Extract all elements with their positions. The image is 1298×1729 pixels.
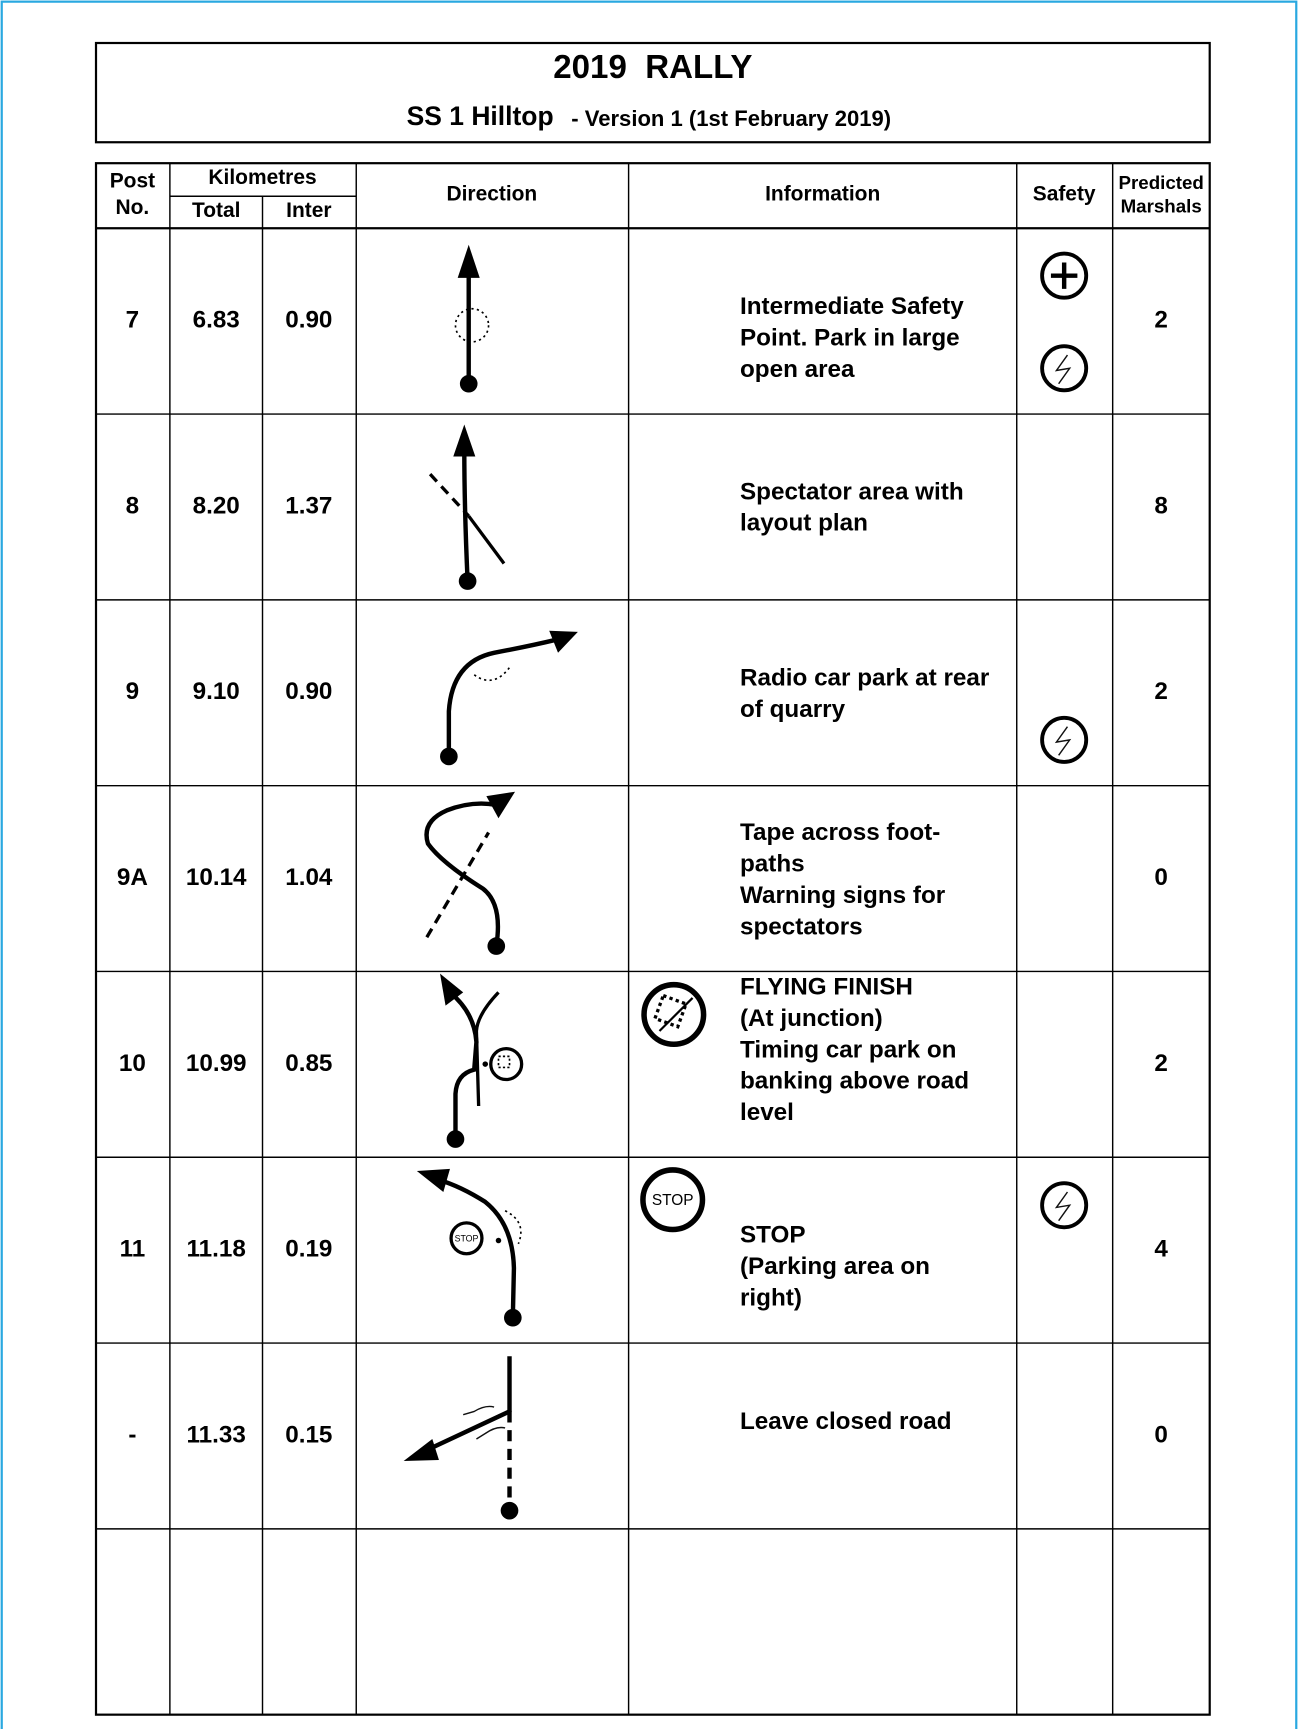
information: Warning signs for	[740, 882, 946, 909]
post-number: -	[128, 1421, 136, 1448]
inter-km: 0.19	[285, 1236, 332, 1263]
information: Leave closed road	[740, 1408, 952, 1435]
version: - Version 1 (1st February 2019)	[571, 106, 891, 131]
safety-radio	[1040, 715, 1089, 764]
inter-km: 0.90	[285, 678, 332, 705]
information: paths	[740, 850, 805, 877]
safety-radio	[1040, 1181, 1089, 1230]
header-marshals: Marshals	[1121, 195, 1202, 216]
diagram	[403, 1356, 519, 1520]
marshals: 8	[1154, 492, 1168, 519]
information: Timing car park on	[740, 1036, 957, 1063]
information: open area	[740, 356, 855, 383]
table	[94, 162, 1211, 1716]
stop-sign: STOP	[640, 1167, 706, 1233]
header-marshals: Predicted	[1118, 172, 1203, 193]
information: STOP	[740, 1222, 806, 1249]
table-row: - 11.33 0.15 0 Leave closed road	[128, 1408, 1168, 1449]
marshals: 0	[1154, 1421, 1168, 1448]
total-km: 9.10	[193, 678, 240, 705]
sign-text: STOP	[455, 1234, 479, 1244]
information: banking above road	[740, 1068, 969, 1095]
safety-plus	[1040, 251, 1089, 300]
table-row: 10 10.99 0.85 2 FLYING FINISH (At junction) Ti…	[119, 973, 1168, 1126]
safety-icons	[1040, 251, 1089, 1230]
post-number: 7	[126, 307, 140, 334]
marshals: 2	[1154, 307, 1168, 334]
info-icons: STOP	[640, 981, 707, 1233]
table-row: 9A 10.14 1.04 0 Tape across foot-paths Warnin…	[117, 819, 1168, 940]
total-km: 11.33	[187, 1421, 246, 1448]
information: FLYING FINISH	[740, 973, 913, 1000]
inter-km: 0.15	[285, 1421, 332, 1448]
table-row: 9 9.10 0.90 2 Radio car park at rear of quarr…	[126, 665, 1168, 723]
information: (Parking area on	[740, 1253, 930, 1280]
marshals: 0	[1154, 864, 1168, 891]
header-total: Total	[192, 199, 240, 222]
diagram	[440, 630, 578, 766]
diagram: STOP	[416, 1168, 522, 1327]
table-row: 11 11.18 0.19 4 STOP (Parking area on right)	[120, 1222, 1169, 1312]
diagram	[428, 424, 506, 590]
header-post: No.	[116, 196, 150, 219]
header-row: Post No. Kilometres Total Inter Directio…	[110, 166, 1204, 222]
post-number: 9	[126, 678, 140, 705]
header-post: Post	[110, 169, 155, 192]
diagram	[454, 244, 490, 393]
information: Point. Park in large	[740, 324, 960, 351]
direction-diagrams: STOP	[403, 244, 578, 1520]
information: Radio car park at rear	[740, 665, 990, 692]
flag-sign	[641, 981, 707, 1047]
marshals: 4	[1154, 1236, 1168, 1263]
table-row: 8 8.20 1.37 8 Spectator area with layout plan	[126, 478, 1168, 536]
total-km: 10.99	[186, 1050, 247, 1077]
table-frame	[94, 162, 1211, 1716]
information: spectators	[740, 913, 863, 940]
total-km: 6.83	[193, 307, 240, 334]
header-inter: Inter	[286, 199, 331, 222]
post-number: 9A	[117, 864, 148, 891]
information: level	[740, 1099, 794, 1126]
total-km: 10.14	[186, 864, 247, 891]
marshals: 2	[1154, 1050, 1168, 1077]
header-safety: Safety	[1033, 183, 1096, 206]
title-box	[94, 41, 1211, 144]
information: Intermediate Safety	[740, 293, 964, 320]
information: right)	[740, 1284, 802, 1311]
diagram	[424, 791, 516, 955]
information: (At junction)	[740, 1005, 883, 1032]
inter-km: 1.04	[285, 864, 333, 891]
sign-text: STOP	[652, 1192, 694, 1209]
total-km: 11.18	[187, 1236, 246, 1263]
information: Tape across foot-	[740, 819, 940, 846]
title: 2019 RALLY	[553, 49, 752, 86]
information: Spectator area with	[740, 478, 964, 505]
safety-radio	[1040, 344, 1089, 393]
inter-km: 0.85	[285, 1050, 332, 1077]
table-row: 7 6.83 0.90 2 Intermediate Safety Point. Park…	[126, 293, 1168, 383]
inter-km: 1.37	[285, 492, 332, 519]
header-kilometres: Kilometres	[208, 166, 316, 189]
information: of quarry	[740, 696, 846, 723]
post-number: 8	[126, 492, 140, 519]
post-number: 10	[119, 1050, 146, 1077]
marshals: 2	[1154, 678, 1168, 705]
post-number: 11	[120, 1236, 146, 1263]
subtitle: SS 1 Hilltop	[407, 101, 554, 131]
total-km: 8.20	[193, 492, 240, 519]
information: layout plan	[740, 510, 868, 537]
diagram	[440, 973, 524, 1148]
header-information: Information	[765, 183, 880, 206]
inter-km: 0.90	[285, 307, 332, 334]
header-direction: Direction	[446, 183, 537, 206]
